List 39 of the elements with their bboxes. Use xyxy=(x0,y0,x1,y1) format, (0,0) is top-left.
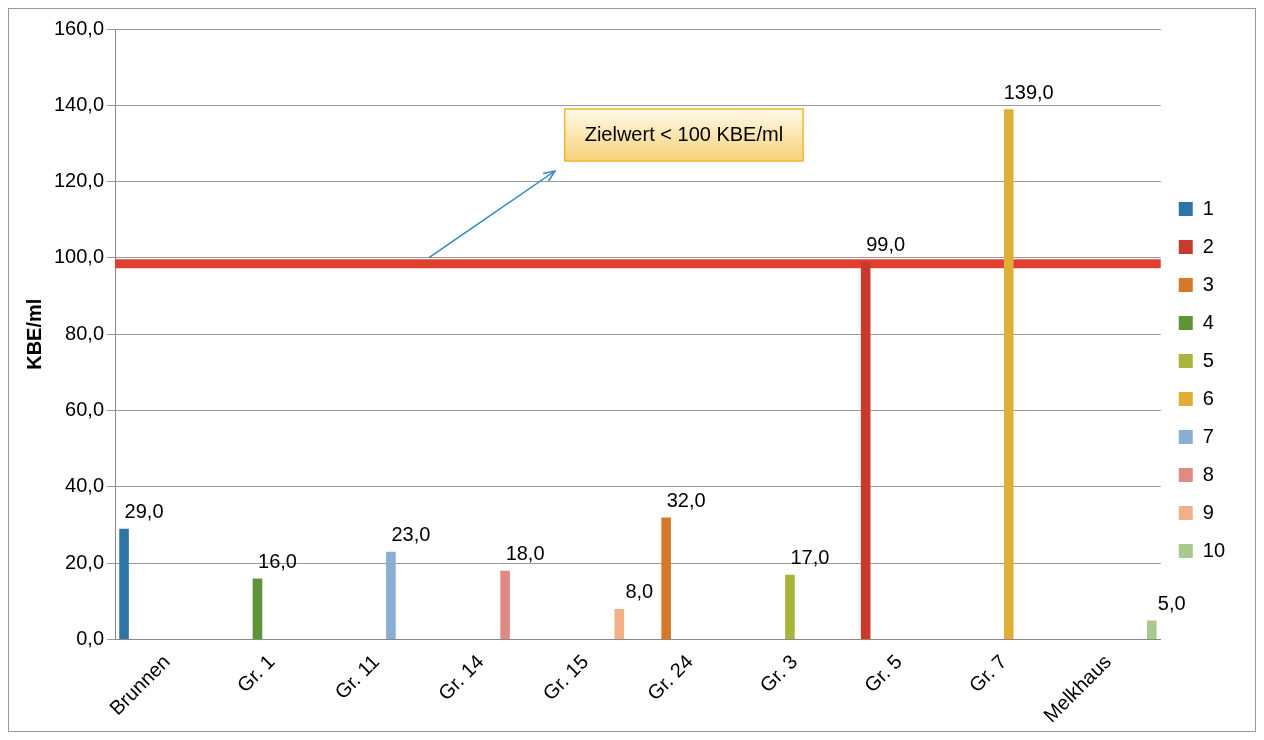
data-label: 23,0 xyxy=(391,523,431,546)
legend-label: 1 xyxy=(1202,196,1214,219)
data-label: 16,0 xyxy=(258,549,297,572)
legend-label: 9 xyxy=(1202,500,1214,523)
y-tick-label: 60,0 xyxy=(65,398,105,421)
legend-label: 7 xyxy=(1202,424,1214,447)
y-tick-label: 20,0 xyxy=(65,550,105,573)
legend-label: 5 xyxy=(1202,348,1214,371)
data-label: 99,0 xyxy=(866,233,906,256)
data-label: 32,0 xyxy=(666,488,706,511)
x-tick-label: Gr. 11 xyxy=(330,650,384,704)
y-tick-label: 0,0 xyxy=(76,627,105,650)
y-tick-label: 160,0 xyxy=(53,16,105,39)
legend-label: 6 xyxy=(1202,386,1214,409)
x-tick-label: Gr. 5 xyxy=(859,650,907,697)
x-tick-label: Gr. 1 xyxy=(232,650,279,697)
y-tick-label: 80,0 xyxy=(65,321,105,344)
x-tick-label: Gr. 7 xyxy=(964,650,1011,697)
y-tick-label: 100,0 xyxy=(53,245,105,268)
x-tick-label: Gr. 14 xyxy=(433,650,488,705)
legend-label: 2 xyxy=(1202,234,1214,257)
data-label: 18,0 xyxy=(505,542,545,565)
annotation: Zielwert < 100 KBE/ml xyxy=(584,122,784,145)
data-label: 8,0 xyxy=(625,580,654,603)
data-label: 5,0 xyxy=(1157,591,1186,614)
x-tick-label: Gr. 24 xyxy=(642,650,697,705)
x-tick-label: Gr. 3 xyxy=(755,650,802,697)
y-tick-label: 120,0 xyxy=(53,169,105,192)
legend-label: 8 xyxy=(1202,462,1214,485)
y-axis-title: KBE/ml xyxy=(22,298,45,370)
data-label: 17,0 xyxy=(790,546,830,569)
x-tick-label: Gr. 15 xyxy=(538,650,593,705)
legend-label: 4 xyxy=(1202,310,1214,333)
legend-label: 3 xyxy=(1202,272,1214,295)
legend-label: 10 xyxy=(1202,538,1225,561)
y-tick-label: 140,0 xyxy=(53,92,105,115)
data-label: 29,0 xyxy=(124,500,164,523)
y-tick-label: 40,0 xyxy=(65,474,105,497)
data-label: 139,0 xyxy=(1003,80,1054,103)
